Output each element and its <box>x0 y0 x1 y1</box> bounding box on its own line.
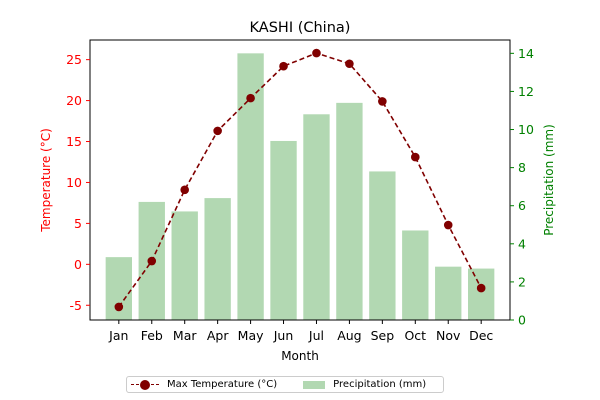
legend-label-precipitation: Precipitation (mm) <box>333 379 427 390</box>
right-y-tick-label: 4 <box>518 236 526 251</box>
x-tick-label: Apr <box>207 328 229 343</box>
legend-line-marker-icon <box>131 379 159 390</box>
temperature-line-path <box>118 52 482 308</box>
x-tick-label: Sep <box>371 328 395 343</box>
right-y-tick-label: 0 <box>518 313 526 328</box>
x-tick-label: Feb <box>141 328 163 343</box>
left-y-tick-label: 5 <box>74 216 82 231</box>
x-tick-label: Nov <box>436 328 461 343</box>
temperature-point-may <box>246 93 255 103</box>
precipitation-bars <box>105 53 495 321</box>
precipitation-bar-may <box>237 53 264 320</box>
right-y-axis-label: Precipitation (mm) <box>542 124 556 236</box>
x-tick-label: Jan <box>108 328 128 343</box>
precipitation-bar-sep <box>369 171 396 320</box>
left-y-axis-label: Temperature (°C) <box>39 128 53 233</box>
right-y-tick-label: 8 <box>518 160 526 175</box>
precipitation-bar-oct <box>402 230 429 320</box>
left-y-tick-label: 25 <box>66 52 82 67</box>
legend-label-temperature: Max Temperature (°C) <box>167 379 278 390</box>
precipitation-bar-apr <box>204 198 231 320</box>
precipitation-bar-jun <box>270 140 297 320</box>
temperature-point-jul <box>312 48 321 58</box>
left-y-tick-label: 15 <box>66 134 82 149</box>
x-tick-label: May <box>238 328 264 343</box>
temperature-point-jan <box>114 302 124 312</box>
temperature-point-mar <box>180 185 190 195</box>
temperature-point-apr <box>213 126 222 136</box>
axes: Jan Feb Mar Apr May Jun Jul Aug Sep Oct Nov Dec -5 0 5… <box>66 39 534 343</box>
precipitation-bar-nov <box>435 266 462 320</box>
left-y-tick-label: 10 <box>66 175 82 190</box>
temperature-line <box>114 48 486 312</box>
temperature-point-sep <box>378 97 387 106</box>
plot-frame <box>89 39 511 321</box>
legend-item-temperature: Max Temperature (°C) <box>131 379 277 390</box>
right-y-tick-label: 14 <box>518 46 534 61</box>
left-y-tick-label: -5 <box>70 298 82 313</box>
x-tick-label: Aug <box>337 328 361 343</box>
left-y-tick-label: 20 <box>66 93 82 108</box>
temperature-point-dec <box>476 283 486 293</box>
legend-bar-swatch-icon <box>303 380 326 389</box>
chart-title: KASHI (China) <box>250 20 351 36</box>
temperature-point-jun <box>279 61 288 71</box>
temperature-point-oct <box>410 152 420 162</box>
x-tick-label: Oct <box>404 328 426 343</box>
right-y-tick-label: 2 <box>518 274 526 289</box>
x-axis-label: Month <box>281 349 319 363</box>
x-tick-label: Jun <box>273 328 294 343</box>
x-tick-label: Dec <box>469 328 493 343</box>
temperature-point-feb <box>147 256 157 266</box>
temperature-point-nov <box>443 220 453 230</box>
left-y-tick-label: 0 <box>74 257 82 272</box>
right-y-tick-label: 12 <box>518 84 534 99</box>
precipitation-bar-jul <box>303 114 330 321</box>
x-tick-label: Mar <box>173 328 197 343</box>
precipitation-bar-dec <box>468 268 495 320</box>
legend-item-precipitation: Precipitation (mm) <box>303 379 426 390</box>
right-y-tick-label: 10 <box>518 122 534 137</box>
temperature-point-aug <box>345 59 354 69</box>
right-y-tick-label: 6 <box>518 198 526 213</box>
precipitation-bar-mar <box>171 211 198 320</box>
precipitation-bar-aug <box>336 102 363 320</box>
legend: Max Temperature (°C) Precipitation (mm) <box>126 376 444 393</box>
x-tick-label: Jul <box>308 328 324 343</box>
